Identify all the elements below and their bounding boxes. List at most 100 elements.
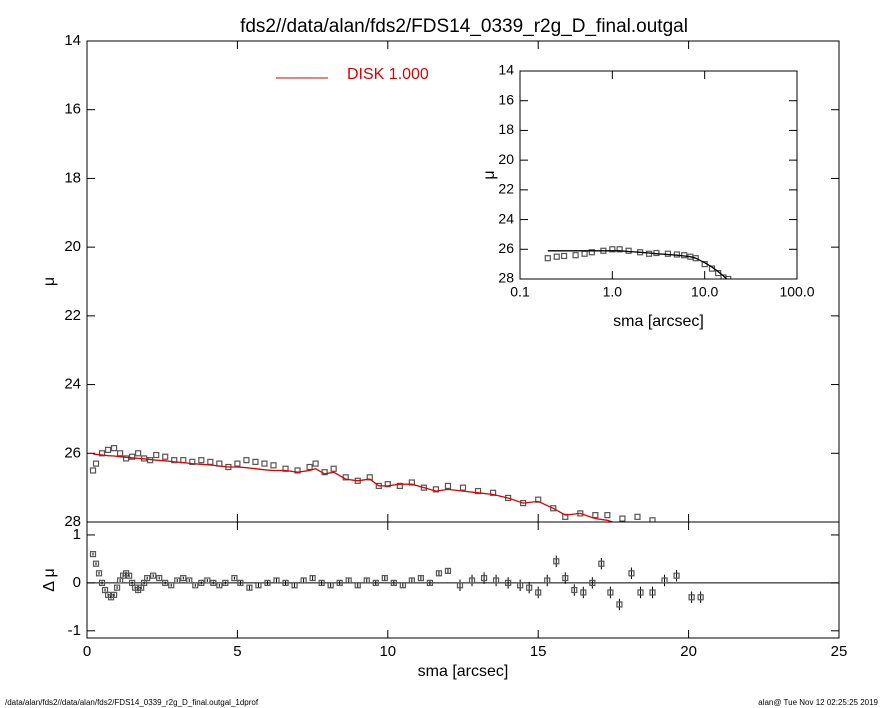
data-point [634, 513, 641, 520]
data-point [234, 460, 241, 467]
y-tick-label: 24 [64, 376, 81, 393]
data-point [697, 594, 704, 601]
data-point [345, 577, 352, 584]
data-point [186, 577, 193, 584]
data-point [168, 582, 175, 589]
x-tick-label: 1.0 [603, 284, 623, 300]
x-tick-label: 0.1 [510, 284, 530, 300]
plot-area [544, 246, 732, 279]
data-point [252, 458, 259, 465]
data-point [562, 574, 569, 582]
data-point [468, 577, 476, 584]
legend-label: DISK 1.000 [347, 66, 429, 83]
data-point [417, 574, 424, 582]
data-point [474, 487, 482, 495]
data-point [396, 482, 403, 490]
data-point [192, 582, 199, 589]
data-point [237, 579, 244, 586]
data-point [330, 465, 337, 472]
data-point [144, 574, 151, 582]
y-tick-label: 0 [73, 574, 81, 591]
data-point [171, 457, 178, 464]
data-point [189, 458, 196, 465]
data-point [255, 582, 262, 589]
model-line [547, 250, 728, 279]
data-point [98, 579, 106, 586]
y-tick-label: 20 [498, 151, 514, 167]
y-tick-label: -1 [68, 622, 81, 639]
data-point [129, 453, 136, 460]
data-point [354, 582, 361, 589]
data-point [110, 445, 118, 452]
data-point [153, 451, 160, 459]
data-point [327, 582, 334, 589]
data-point [204, 577, 211, 584]
y-tick-label: 22 [498, 181, 514, 197]
data-point [399, 582, 406, 589]
data-point [207, 458, 214, 465]
x-tick-label: 25 [831, 643, 848, 660]
data-point [544, 577, 551, 584]
data-point [156, 574, 163, 582]
data-point [649, 517, 656, 522]
data-point [616, 246, 623, 253]
data-point [300, 577, 307, 584]
y-tick-label: 14 [498, 62, 514, 78]
data-point [673, 572, 680, 579]
footer-right: alan@ Tue Nov 12 02:25:25 2019 [758, 698, 878, 707]
data-point [420, 484, 427, 491]
x-tick-label: 5 [233, 643, 241, 660]
data-point [609, 246, 616, 253]
y-axis-label: μ [481, 170, 498, 179]
data-point [604, 512, 611, 519]
x-axis-label: sma [arcsec] [613, 313, 704, 330]
data-point [492, 577, 500, 584]
data-point [456, 582, 464, 589]
y-tick-label: 14 [64, 32, 81, 49]
data-point [535, 589, 542, 596]
y-tick-label: 18 [498, 121, 514, 137]
data-point [432, 486, 440, 493]
data-point [264, 579, 271, 586]
y-tick-label: 1 [73, 526, 81, 543]
data-point [126, 572, 133, 579]
data-point [550, 505, 557, 512]
data-point [222, 579, 229, 586]
data-point [589, 579, 596, 586]
data-point [261, 460, 268, 467]
data-point [246, 584, 253, 591]
data-point [180, 574, 187, 582]
y-tick-label: 20 [64, 238, 81, 255]
data-point [216, 582, 223, 589]
data-point [390, 579, 397, 586]
data-point [372, 579, 379, 586]
data-point [444, 482, 452, 490]
data-point [544, 255, 551, 262]
data-point [198, 579, 205, 586]
data-point [637, 589, 644, 596]
data-point [649, 589, 656, 596]
data-point [92, 560, 100, 567]
data-point [459, 484, 467, 491]
y-tick-label: 26 [64, 444, 81, 461]
data-point [306, 463, 313, 471]
data-point [426, 579, 434, 586]
data-point [150, 572, 157, 579]
x-tick-label: 15 [530, 643, 547, 660]
data-point [116, 450, 124, 457]
data-point [113, 584, 121, 591]
data-point [273, 577, 280, 584]
data-point [318, 579, 325, 586]
model-line [92, 453, 615, 522]
data-point [294, 467, 301, 474]
data-point [535, 496, 542, 503]
y-axis-label: μ [41, 277, 58, 286]
data-point [174, 577, 181, 584]
data-point [408, 479, 415, 486]
data-point [384, 481, 391, 488]
x-axis-label: sma [arcsec] [418, 663, 509, 680]
data-point [505, 579, 512, 586]
data-point [312, 460, 319, 467]
data-point [210, 579, 217, 586]
